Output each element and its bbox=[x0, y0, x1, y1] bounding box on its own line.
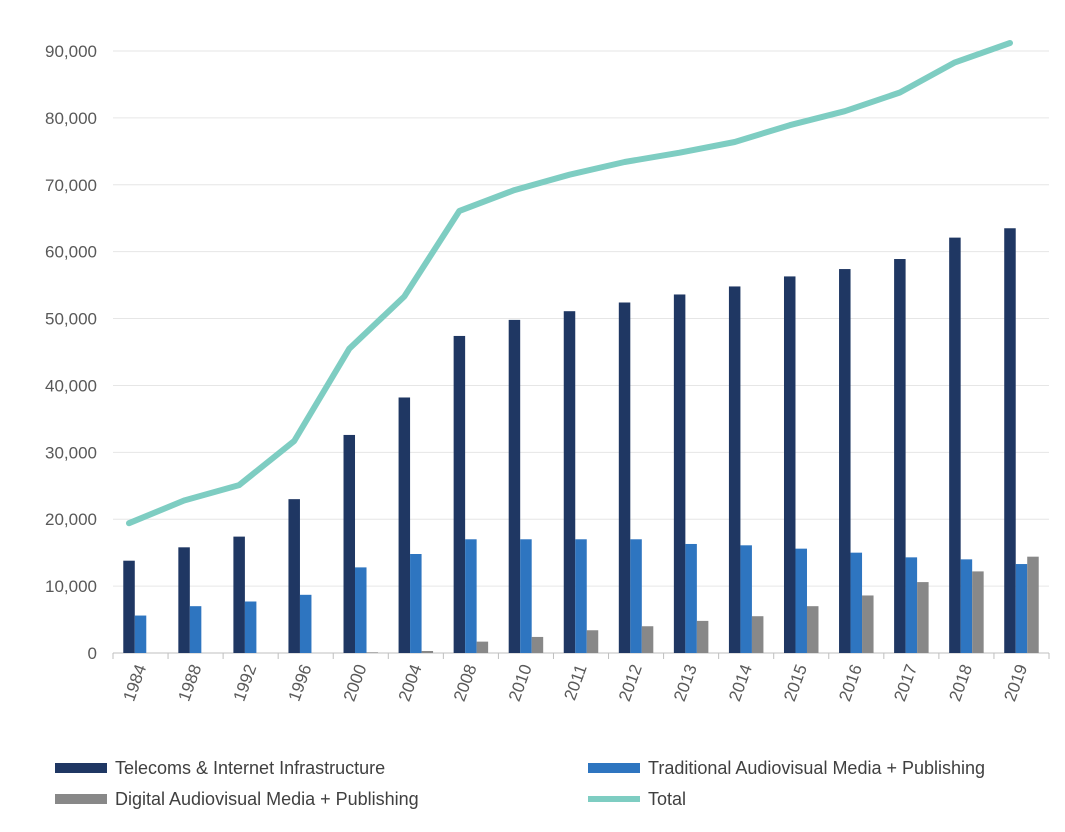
bar-telecoms-internet-infrastructure bbox=[949, 237, 961, 653]
bar-traditional-audiovisual-media-publishing bbox=[575, 539, 587, 653]
bar-telecoms-internet-infrastructure bbox=[783, 276, 796, 653]
legend-swatch bbox=[55, 763, 107, 773]
bar-telecoms-internet-infrastructure bbox=[894, 259, 906, 653]
x-tick-label: 2011 bbox=[560, 662, 590, 703]
bar-traditional-audiovisual-media-publishing bbox=[795, 548, 807, 653]
bar-digital-audiovisual-media-publishing bbox=[1027, 556, 1039, 653]
bar-digital-audiovisual-media-publishing bbox=[421, 650, 434, 653]
y-tick-label: 60,000 bbox=[45, 243, 97, 262]
y-tick-label: 30,000 bbox=[45, 443, 97, 462]
bar-digital-audiovisual-media-publishing bbox=[696, 620, 709, 653]
bar-digital-audiovisual-media-publishing bbox=[586, 630, 599, 653]
bar-telecoms-internet-infrastructure bbox=[398, 397, 411, 653]
bar-traditional-audiovisual-media-publishing bbox=[465, 539, 477, 653]
bar-traditional-audiovisual-media-publishing bbox=[905, 557, 918, 653]
x-tick-label: 2008 bbox=[450, 662, 481, 704]
bar-traditional-audiovisual-media-publishing bbox=[134, 615, 147, 653]
x-tick-label: 2017 bbox=[890, 662, 921, 704]
y-tick-label: 10,000 bbox=[45, 577, 97, 596]
legend-label: Digital Audiovisual Media + Publishing bbox=[115, 789, 419, 809]
bar-traditional-audiovisual-media-publishing bbox=[410, 554, 422, 653]
bar-digital-audiovisual-media-publishing bbox=[641, 626, 654, 653]
y-tick-label: 0 bbox=[88, 644, 97, 663]
bar-digital-audiovisual-media-publishing bbox=[806, 606, 819, 653]
x-tick-label: 2016 bbox=[835, 662, 866, 704]
bar-traditional-audiovisual-media-publishing bbox=[520, 539, 532, 653]
gridlines bbox=[113, 50, 1049, 587]
bar-digital-audiovisual-media-publishing bbox=[972, 571, 984, 653]
x-tick-label: 1988 bbox=[175, 662, 206, 704]
legend-label: Traditional Audiovisual Media + Publishi… bbox=[648, 758, 985, 778]
bar-telecoms-internet-infrastructure bbox=[508, 319, 521, 653]
total-line bbox=[126, 40, 1013, 527]
bar-traditional-audiovisual-media-publishing bbox=[850, 552, 863, 653]
bar-telecoms-internet-infrastructure bbox=[343, 434, 356, 653]
bar-telecoms-internet-infrastructure bbox=[673, 294, 686, 653]
bar-telecoms-internet-infrastructure bbox=[839, 269, 851, 653]
line-total bbox=[126, 40, 1013, 527]
x-tick-label: 1992 bbox=[230, 662, 261, 704]
bar-traditional-audiovisual-media-publishing bbox=[630, 539, 642, 653]
y-tick-label: 20,000 bbox=[45, 510, 97, 529]
x-tick-label: 2000 bbox=[340, 662, 371, 704]
bars bbox=[123, 228, 1039, 653]
x-tick-label: 2010 bbox=[505, 662, 536, 704]
bar-digital-audiovisual-media-publishing bbox=[531, 636, 544, 653]
axes bbox=[112, 652, 1050, 659]
bar-telecoms-internet-infrastructure bbox=[178, 547, 190, 653]
x-tick-label: 2018 bbox=[945, 662, 976, 704]
x-tick-label: 2012 bbox=[615, 662, 646, 704]
x-tick-label: 2019 bbox=[1000, 662, 1031, 704]
bar-telecoms-internet-infrastructure bbox=[123, 560, 135, 653]
bar-traditional-audiovisual-media-publishing bbox=[355, 567, 367, 653]
y-tick-label: 70,000 bbox=[45, 176, 97, 195]
legend-label: Total bbox=[648, 789, 686, 809]
x-tick-label: 2015 bbox=[780, 662, 811, 704]
x-tick-label: 2014 bbox=[725, 662, 756, 704]
x-tick-label: 2004 bbox=[395, 662, 426, 704]
x-tick-label: 1984 bbox=[119, 662, 150, 704]
y-tick-labels: 0 10,000 20,000 30,000 40,000 50,000 60,000 70,… bbox=[45, 42, 97, 663]
bar-telecoms-internet-infrastructure bbox=[728, 286, 741, 653]
bar-traditional-audiovisual-media-publishing bbox=[244, 601, 257, 653]
legend-swatch bbox=[55, 794, 107, 804]
bar-traditional-audiovisual-media-publishing bbox=[685, 543, 697, 653]
bar-traditional-audiovisual-media-publishing bbox=[189, 606, 202, 653]
y-tick-label: 50,000 bbox=[45, 310, 97, 329]
x-tick-labels: 1984 1988 1992 1996 2000 2004 2008 2010 2011 2012… bbox=[119, 662, 1031, 704]
bar-telecoms-internet-infrastructure bbox=[288, 499, 300, 653]
bar-traditional-audiovisual-media-publishing bbox=[1015, 564, 1028, 653]
bar-digital-audiovisual-media-publishing bbox=[751, 616, 764, 653]
bar-traditional-audiovisual-media-publishing bbox=[299, 594, 312, 653]
bar-telecoms-internet-infrastructure bbox=[453, 335, 466, 653]
bar-telecoms-internet-infrastructure bbox=[233, 536, 245, 653]
bar-telecoms-internet-infrastructure bbox=[563, 311, 576, 653]
bar-traditional-audiovisual-media-publishing bbox=[740, 545, 752, 653]
bar-digital-audiovisual-media-publishing bbox=[476, 641, 489, 653]
legend-swatch bbox=[588, 763, 640, 773]
bar-digital-audiovisual-media-publishing bbox=[366, 652, 379, 653]
y-tick-label: 80,000 bbox=[45, 109, 97, 128]
x-tick-label: 1996 bbox=[285, 662, 316, 704]
x-tick-label: 2013 bbox=[670, 662, 701, 704]
legend-label: Telecoms & Internet Infrastructure bbox=[115, 758, 385, 778]
bar-digital-audiovisual-media-publishing bbox=[917, 582, 929, 653]
bar-telecoms-internet-infrastructure bbox=[1004, 228, 1016, 653]
bar-telecoms-internet-infrastructure bbox=[618, 302, 631, 653]
y-tick-label: 90,000 bbox=[45, 42, 97, 61]
bar-traditional-audiovisual-media-publishing bbox=[960, 559, 973, 653]
bar-digital-audiovisual-media-publishing bbox=[862, 595, 874, 653]
legend: Telecoms & Internet Infrastructure Tradit… bbox=[55, 758, 985, 809]
y-tick-label: 40,000 bbox=[45, 376, 97, 395]
